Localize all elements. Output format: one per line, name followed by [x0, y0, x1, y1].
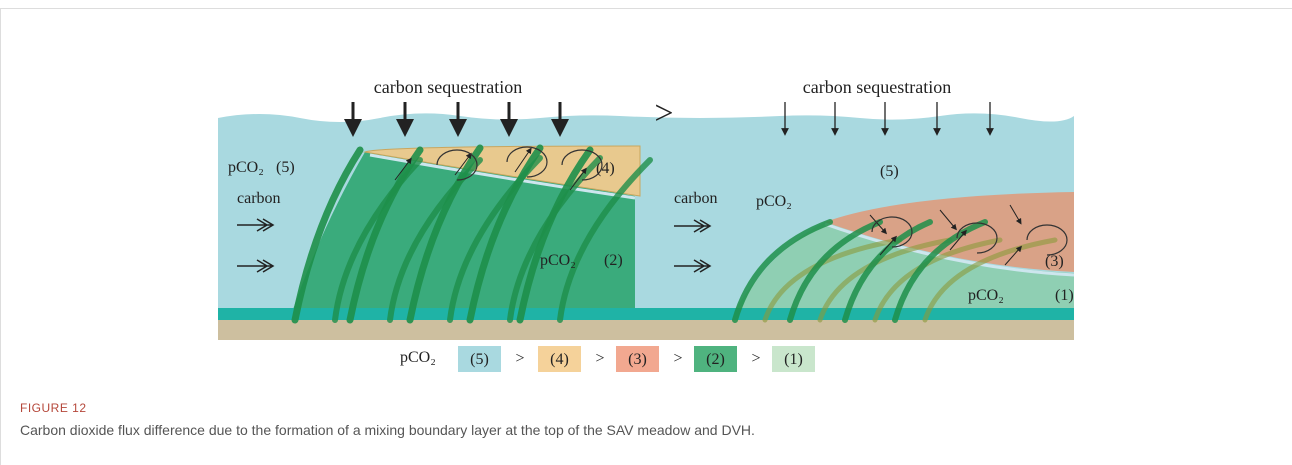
legend-item: (2) — [706, 351, 725, 368]
legend-separator: > — [595, 350, 604, 367]
label: carbon — [237, 190, 281, 207]
bottom-water — [218, 308, 1074, 320]
label: (5) — [276, 159, 295, 176]
comparison: > — [654, 95, 673, 132]
label: (4) — [596, 160, 615, 177]
blade — [557, 157, 653, 323]
carbon-arrow — [674, 219, 712, 233]
carbon-arrow — [237, 259, 275, 273]
eddy — [956, 222, 998, 254]
flux-arrow — [869, 214, 887, 235]
legend-swatch — [772, 346, 815, 372]
label: carbon — [674, 190, 718, 207]
label: pCO₂ — [228, 159, 264, 176]
blade — [842, 219, 933, 323]
eddy — [561, 149, 603, 181]
eddy — [436, 149, 478, 181]
card-border — [0, 8, 1292, 465]
blade — [507, 155, 603, 323]
label: pCO₂ — [968, 287, 1004, 304]
meadow-right — [730, 222, 1074, 318]
blade — [516, 146, 594, 324]
arrows — [237, 102, 1068, 273]
caption-text: Carbon dioxide flux difference due to th… — [20, 422, 755, 438]
legend-label: pCO₂ — [400, 349, 436, 366]
flux-arrow — [879, 235, 897, 256]
blade — [892, 219, 988, 323]
carbon-arrow — [674, 259, 712, 273]
legend-item: (5) — [470, 351, 489, 368]
heading: carbon sequestration — [374, 77, 522, 97]
legend-separator: > — [673, 350, 682, 367]
legend-item: (3) — [628, 351, 647, 368]
flux-arrow — [394, 157, 412, 181]
boundary-left — [369, 153, 636, 200]
carbon-arrow — [237, 218, 275, 232]
blade — [466, 144, 544, 324]
blade — [762, 237, 903, 323]
heading: carbon sequestration — [803, 77, 951, 97]
blade — [346, 146, 424, 324]
label: pCO₂ — [756, 193, 792, 210]
eddy — [506, 146, 548, 178]
legend-separator: > — [515, 350, 524, 367]
blade — [787, 219, 883, 323]
flux-arrow — [1004, 245, 1022, 266]
legend-item: (4) — [550, 351, 569, 368]
flux-arrow — [939, 209, 957, 231]
meadow-left — [290, 152, 635, 318]
sediment — [218, 320, 1074, 340]
blade — [406, 144, 484, 324]
label: (3) — [1045, 253, 1064, 270]
flux-arrow — [454, 152, 472, 176]
legend-swatch — [694, 346, 737, 372]
eddy — [871, 216, 913, 248]
label: (2) — [604, 252, 623, 269]
flux-arrow — [569, 167, 587, 191]
label: (5) — [880, 163, 899, 180]
legend-swatch — [616, 346, 659, 372]
blade — [291, 146, 364, 324]
blade — [817, 237, 953, 323]
legend-swatch — [538, 346, 581, 372]
legend: pCO₂ (5) > (4) > (3) > (2) > (1) — [400, 346, 815, 372]
flux-arrow — [514, 147, 532, 173]
legend-separator: > — [751, 350, 760, 367]
label: (1) — [1055, 287, 1074, 304]
legend-item: (1) — [784, 351, 803, 368]
blade — [732, 219, 833, 323]
caption-label: FIGURE 12 — [20, 401, 87, 415]
blade — [922, 237, 1058, 323]
eddy — [1026, 224, 1068, 256]
flux-arrow — [1009, 204, 1022, 225]
flux-arrow — [949, 229, 967, 251]
label: pCO₂ — [540, 252, 576, 269]
seagrass — [291, 144, 1058, 324]
legend-swatch — [458, 346, 501, 372]
